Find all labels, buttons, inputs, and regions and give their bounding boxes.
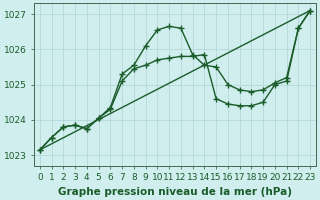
X-axis label: Graphe pression niveau de la mer (hPa): Graphe pression niveau de la mer (hPa)	[58, 187, 292, 197]
